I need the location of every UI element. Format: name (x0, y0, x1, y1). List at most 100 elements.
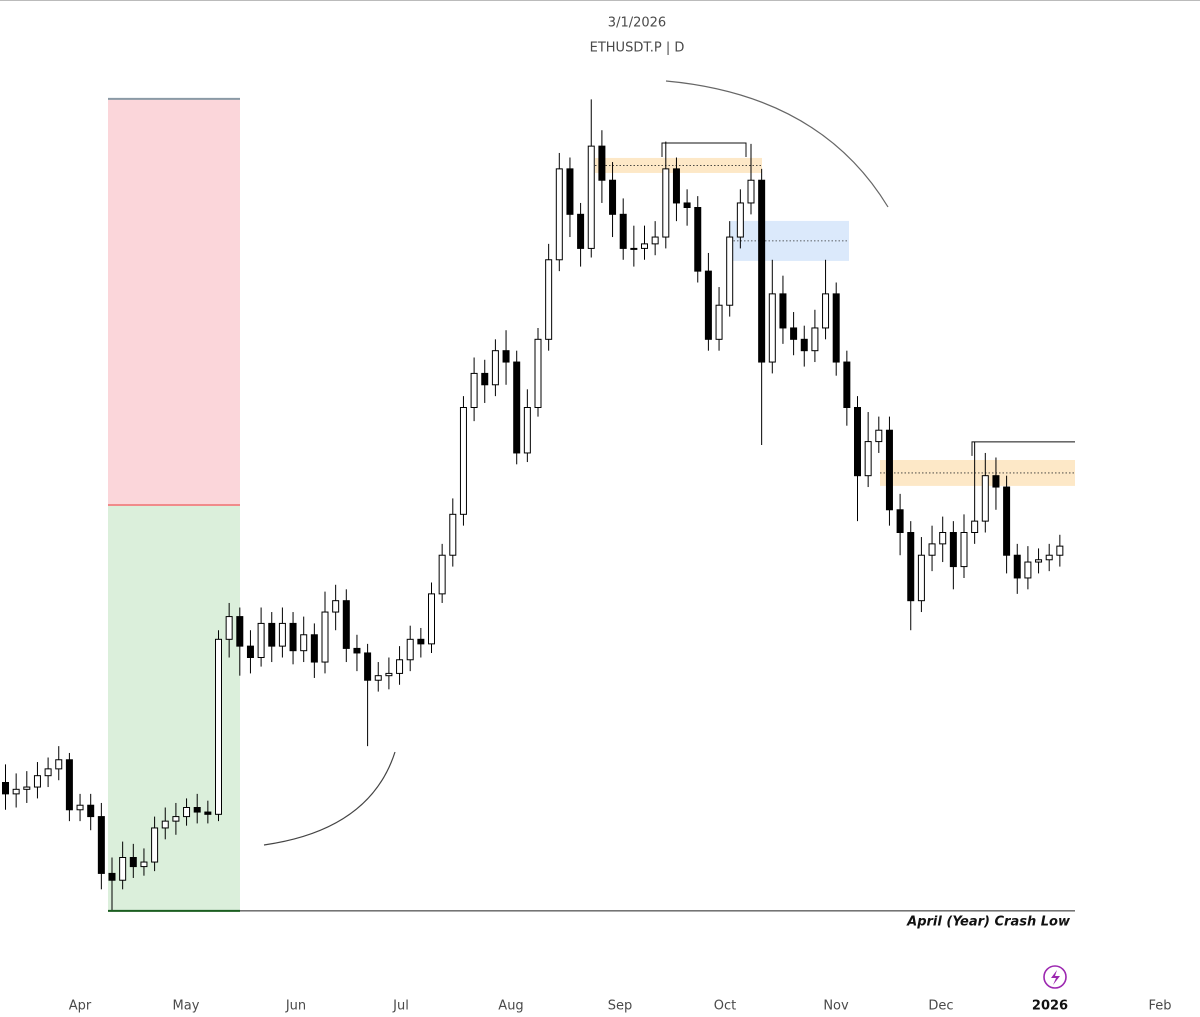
candle-body (353, 647, 361, 654)
x-tick-label: Aug (498, 999, 523, 1014)
candle-body (470, 372, 478, 408)
candle-body (321, 611, 329, 663)
alert-icon[interactable] (1043, 965, 1067, 989)
candle-body (758, 179, 766, 363)
candle-body (449, 513, 457, 556)
candle-body (65, 759, 73, 811)
candle-body (641, 243, 648, 249)
candle-body (374, 675, 382, 681)
candle-body (747, 179, 755, 204)
level-line (661, 142, 747, 157)
candle-body (2, 782, 9, 795)
candle-body (289, 622, 297, 652)
candle-body (33, 775, 41, 788)
candle-body (662, 168, 670, 238)
candle-body (672, 168, 680, 204)
candle-body (12, 788, 20, 795)
candle-body (215, 638, 222, 815)
candle-body (342, 600, 350, 649)
candle-body (257, 622, 265, 659)
candle-body (651, 236, 659, 245)
candle-body (683, 202, 691, 208)
position-target-area (108, 98, 240, 505)
candle-body (704, 270, 712, 340)
candle-body (1024, 561, 1032, 579)
candle-body (960, 532, 968, 568)
candle-body (971, 520, 979, 533)
candle-body (534, 338, 542, 408)
candle-body (406, 638, 414, 661)
x-tick-label: Oct (714, 999, 736, 1014)
arc-annotation (263, 751, 396, 846)
candle-body (23, 786, 31, 790)
candle-body (1035, 559, 1043, 563)
candle-body (204, 811, 212, 815)
x-tick-label: Dec (928, 999, 953, 1014)
candle-body (811, 327, 819, 352)
candle-body (310, 634, 318, 663)
candle-body (779, 293, 787, 329)
candle-body (619, 213, 627, 249)
candle-body (800, 338, 808, 352)
candle-body (172, 816, 180, 822)
candle-body (44, 768, 52, 777)
candle-body (438, 554, 446, 595)
candle-body (736, 202, 744, 238)
x-tick-label: 2026 (1032, 999, 1068, 1014)
x-tick-label: Apr (69, 999, 92, 1014)
candle-body (459, 407, 467, 515)
x-tick-label: Sep (608, 999, 633, 1014)
candle-body (1003, 486, 1011, 556)
candle-body (832, 293, 840, 363)
candle-body (992, 475, 1000, 488)
candle-body (917, 554, 925, 602)
x-tick-label: May (173, 999, 200, 1014)
candle-body (491, 350, 499, 386)
candle-body (864, 441, 872, 477)
candle-body (1056, 545, 1064, 556)
candle-body (417, 638, 425, 645)
candle-body (332, 600, 340, 613)
candle-body (843, 361, 851, 408)
candle-body (896, 509, 904, 534)
arc-annotation (665, 80, 889, 208)
candle-body (364, 652, 372, 681)
chart-date: 3/1/2026 (608, 16, 666, 31)
candle-body (129, 857, 137, 868)
x-tick-label: Nov (823, 999, 849, 1014)
candle-body (151, 827, 159, 863)
candle-body (396, 659, 404, 674)
candle-body (949, 532, 957, 568)
candle-body (907, 532, 915, 602)
candle-body (545, 259, 553, 340)
candle-body (161, 820, 169, 829)
candle-body (587, 145, 595, 249)
candle-body (768, 293, 776, 363)
candle-body (523, 407, 531, 454)
candle-body (694, 207, 702, 272)
candle-body (822, 293, 830, 329)
candle-body (119, 857, 127, 881)
candle-body (790, 327, 798, 340)
candle-body (87, 804, 95, 818)
candle-body (630, 247, 638, 250)
candle-body (108, 872, 116, 881)
supply-demand-zone (595, 157, 762, 173)
candle-body (481, 372, 489, 386)
candle-body (55, 759, 63, 770)
candle-body (981, 475, 989, 522)
candle-body (97, 816, 105, 874)
candle-body (1013, 554, 1021, 579)
chart-symbol: ETHUSDT.P | D (590, 41, 685, 56)
candle-body (566, 168, 574, 215)
crash-low-label: April (Year) Crash Low (906, 914, 1071, 929)
candle-body (715, 304, 723, 340)
level-line (971, 441, 1075, 456)
candle-body (428, 593, 435, 645)
candle-body (268, 622, 276, 647)
candle-body (385, 672, 393, 677)
candle-body (726, 236, 734, 306)
candle-body (928, 543, 936, 556)
candle-body (183, 807, 191, 818)
